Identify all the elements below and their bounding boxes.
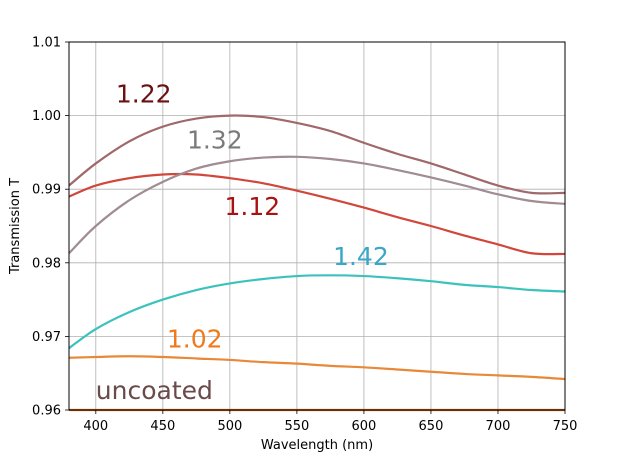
y-tick-label: 1.01 [32,36,61,51]
x-tick-label: 700 [486,419,511,434]
curve-label-1-12: 1.12 [225,192,281,221]
curve-label-uncoated: uncoated [96,376,213,405]
x-tick-label: 600 [352,419,377,434]
series-line-1-22 [68,114,566,195]
y-tick-label: 1.00 [32,109,61,124]
series-line-1-02 [68,355,566,381]
x-axis-label: Wavelength (nm) [261,438,373,453]
y-tick-label: 0.97 [32,330,61,345]
series-line-1-42 [68,274,566,350]
curve-label-1-32: 1.32 [187,126,243,155]
series-line-1-12 [68,172,566,256]
plot-frame [68,41,566,411]
curve-label-1-02: 1.02 [167,324,223,353]
curve-label-1-22: 1.22 [116,79,172,108]
x-axis-ticks: 400 450 500 550 600 650 700 750 [83,410,577,434]
y-tick-label: 0.96 [32,404,61,419]
y-axis-ticks: 0.96 0.97 0.98 0.99 1.00 1.01 [32,36,69,419]
x-tick-label: 400 [83,419,108,434]
y-tick-label: 0.98 [32,256,61,271]
x-tick-label: 500 [217,419,242,434]
x-tick-label: 750 [553,419,578,434]
x-tick-label: 650 [419,419,444,434]
curve-label-1-42: 1.42 [333,242,389,271]
curve-labels: uncoated 1.02 1.12 1.22 1.32 1.42 [96,79,389,405]
x-tick-label: 450 [150,419,175,434]
x-tick-label: 550 [284,419,309,434]
y-axis-label: Transmission T [8,178,23,275]
series-line-1-32 [68,155,566,255]
y-tick-label: 0.99 [32,183,61,198]
